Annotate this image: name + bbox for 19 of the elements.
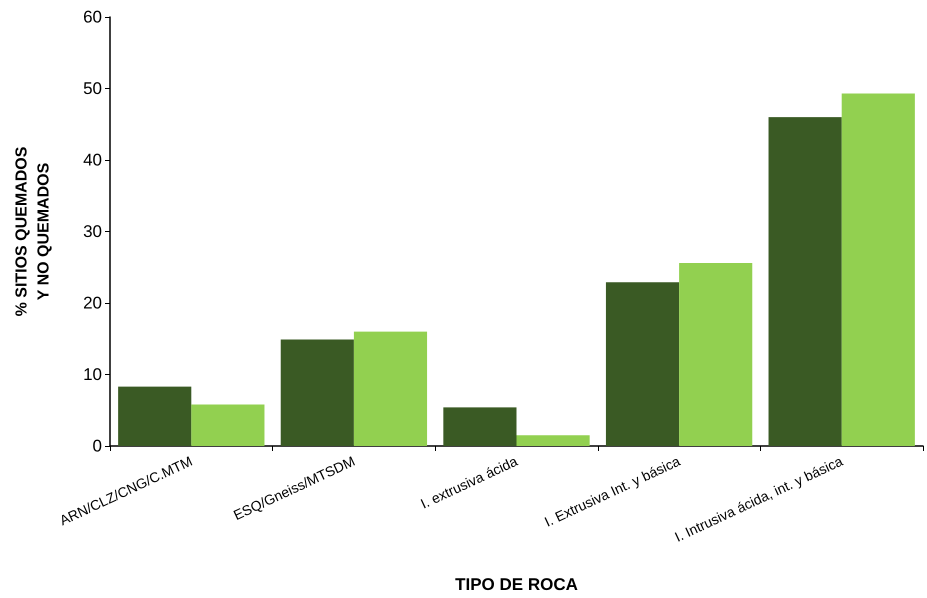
bar bbox=[516, 435, 590, 446]
bar bbox=[679, 262, 752, 446]
bar bbox=[443, 407, 516, 446]
x-axis-title: TIPO DE ROCA bbox=[455, 575, 578, 594]
y-tick-label: 20 bbox=[83, 294, 102, 312]
bar bbox=[606, 282, 680, 446]
bar bbox=[118, 386, 192, 446]
y-tick-label: 10 bbox=[83, 365, 102, 384]
bar bbox=[191, 404, 264, 446]
bar bbox=[280, 339, 354, 446]
y-tick-label: 60 bbox=[83, 8, 102, 26]
y-tick-label: 0 bbox=[92, 436, 102, 456]
y-tick-label: 50 bbox=[83, 79, 102, 98]
y-tick-label: 40 bbox=[83, 150, 102, 170]
bar bbox=[842, 94, 915, 446]
bar bbox=[768, 117, 842, 446]
y-axis-title: % SITIOS QUEMADOS Y NO QUEMADOS bbox=[14, 146, 52, 316]
bar bbox=[354, 332, 428, 446]
y-tick-label: 30 bbox=[83, 222, 102, 241]
